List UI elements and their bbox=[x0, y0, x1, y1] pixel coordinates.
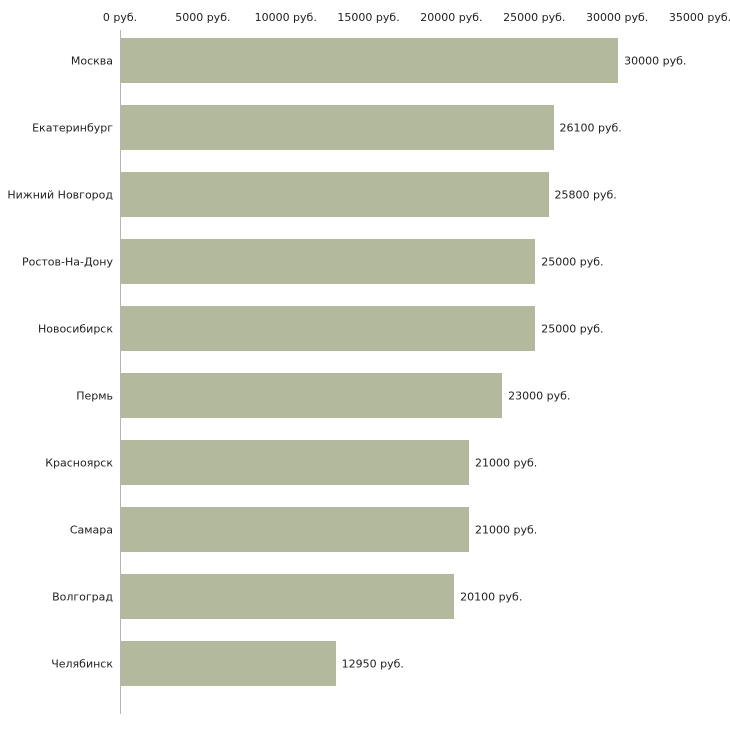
bar bbox=[121, 306, 536, 351]
x-axis-tick-label: 10000 руб. bbox=[254, 11, 317, 24]
bar bbox=[121, 38, 619, 83]
value-label: 25800 руб. bbox=[554, 188, 617, 201]
value-label: 12950 руб. bbox=[341, 657, 404, 670]
category-label: Ростов-На-Дону bbox=[21, 255, 113, 268]
bar-row: Екатеринбург 26100 руб. bbox=[0, 105, 730, 150]
category-label: Новосибирск bbox=[37, 322, 113, 335]
bar-row: Самара 21000 руб. bbox=[0, 507, 730, 552]
category-label: Нижний Новгород bbox=[7, 188, 113, 201]
value-label: 30000 руб. bbox=[624, 54, 687, 67]
x-axis-tick-label: 25000 руб. bbox=[503, 11, 566, 24]
bar-row: Красноярск 21000 руб. bbox=[0, 440, 730, 485]
value-label: 25000 руб. bbox=[541, 322, 604, 335]
x-axis-tick-label: 20000 руб. bbox=[420, 11, 483, 24]
value-label: 20100 руб. bbox=[460, 590, 523, 603]
value-label: 26100 руб. bbox=[559, 121, 622, 134]
bar-row: Пермь 23000 руб. bbox=[0, 373, 730, 418]
bar-row: Челябинск 12950 руб. bbox=[0, 641, 730, 686]
x-axis-tick-label: 15000 руб. bbox=[337, 11, 400, 24]
category-label: Волгоград bbox=[52, 590, 113, 603]
y-axis-line bbox=[120, 30, 121, 714]
category-label: Москва bbox=[70, 54, 113, 67]
value-label: 21000 руб. bbox=[475, 456, 538, 469]
category-label: Самара bbox=[69, 523, 113, 536]
x-axis-tick-label: 30000 руб. bbox=[586, 11, 649, 24]
category-label: Екатеринбург bbox=[32, 121, 113, 134]
category-label: Челябинск bbox=[51, 657, 113, 670]
bar bbox=[121, 105, 554, 150]
x-axis-tick-label: 5000 руб. bbox=[175, 11, 231, 24]
bar bbox=[121, 172, 549, 217]
category-label: Красноярск bbox=[45, 456, 113, 469]
bar bbox=[121, 440, 469, 485]
category-label: Пермь bbox=[76, 389, 113, 402]
bar-row: Нижний Новгород 25800 руб. bbox=[0, 172, 730, 217]
bar-row: Новосибирск 25000 руб. bbox=[0, 306, 730, 351]
bar-row: Ростов-На-Дону 25000 руб. bbox=[0, 239, 730, 284]
x-axis-tick-label: 35000 руб. bbox=[668, 11, 730, 24]
bar bbox=[121, 373, 503, 418]
value-label: 21000 руб. bbox=[475, 523, 538, 536]
bar bbox=[121, 507, 469, 552]
bar bbox=[121, 239, 536, 284]
value-label: 23000 руб. bbox=[508, 389, 571, 402]
x-axis-tick-label: 0 руб. bbox=[102, 11, 138, 24]
bar bbox=[121, 641, 336, 686]
value-label: 25000 руб. bbox=[541, 255, 604, 268]
bar-row: Москва 30000 руб. bbox=[0, 38, 730, 83]
bar bbox=[121, 574, 455, 619]
bar-row: Волгоград 20100 руб. bbox=[0, 574, 730, 619]
